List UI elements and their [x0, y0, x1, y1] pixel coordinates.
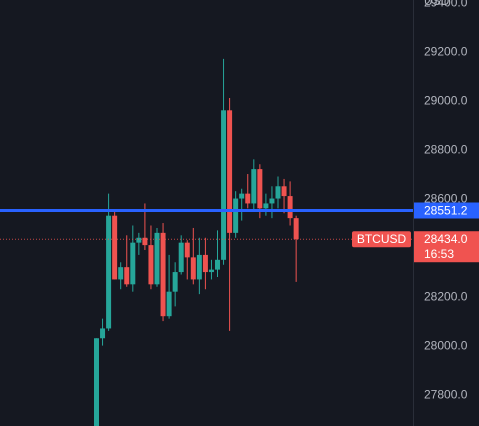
- candle-body: [227, 110, 233, 233]
- candle-up[interactable]: [251, 159, 257, 211]
- price-tick-label: 28200.0: [424, 290, 468, 304]
- candle-body: [239, 193, 245, 199]
- candle-up[interactable]: [178, 235, 184, 275]
- candle-body: [281, 186, 287, 197]
- candle-up[interactable]: [100, 318, 106, 346]
- horizontal-line-tag: [414, 202, 479, 219]
- candle-up[interactable]: [208, 259, 214, 280]
- candle-up[interactable]: [106, 193, 112, 331]
- candle-up[interactable]: [166, 254, 172, 319]
- candle-down[interactable]: [245, 174, 251, 209]
- candle-body: [251, 169, 257, 204]
- currency-label: USD: [424, 0, 450, 8]
- candle-body: [208, 269, 214, 273]
- candle-down[interactable]: [287, 181, 293, 226]
- last-price-tag: [414, 231, 479, 263]
- candle-up[interactable]: [136, 232, 142, 255]
- candle-down[interactable]: [148, 225, 154, 290]
- candle-body: [275, 186, 281, 199]
- candle-up[interactable]: [233, 191, 239, 238]
- candle-body: [160, 232, 166, 317]
- candle-body: [202, 254, 208, 273]
- candle-down[interactable]: [281, 178, 287, 214]
- candle-body: [245, 193, 251, 204]
- candle-body: [190, 257, 196, 280]
- price-tick-label: 29200.0: [424, 44, 468, 58]
- candle-body: [112, 215, 118, 280]
- candle-up[interactable]: [239, 188, 245, 221]
- candle-down[interactable]: [184, 240, 190, 280]
- candle-body: [257, 169, 263, 209]
- candle-up[interactable]: [172, 262, 178, 307]
- candle-body: [154, 232, 160, 285]
- candle-body: [100, 328, 106, 339]
- candle-down[interactable]: [202, 237, 208, 290]
- candle-body: [215, 259, 220, 270]
- candle-body: [178, 242, 184, 273]
- candle-body: [287, 196, 293, 219]
- candle-up[interactable]: [118, 262, 124, 290]
- candle-body: [221, 110, 227, 260]
- price-tick-label: 28800.0: [424, 143, 468, 157]
- candle-body: [293, 218, 299, 240]
- candle-down[interactable]: [112, 210, 118, 280]
- candle-body: [184, 242, 190, 258]
- candle-body: [166, 291, 172, 317]
- candle-body: [142, 237, 148, 246]
- candle-body: [196, 254, 202, 280]
- price-axis[interactable]: 29400.029200.029000.028800.028600.028400…: [424, 0, 468, 402]
- price-tick-label: 29000.0: [424, 93, 468, 107]
- bar-countdown: 16:53: [424, 247, 454, 261]
- symbol-tag[interactable]: [352, 231, 411, 248]
- candle-body: [148, 245, 154, 285]
- candle-down[interactable]: [160, 223, 166, 322]
- candle-up[interactable]: [94, 338, 99, 426]
- candle-body: [136, 237, 142, 243]
- candle-down[interactable]: [190, 227, 196, 285]
- horizontal-line-label: 28551.2: [424, 203, 468, 217]
- price-lines: BTCUSD 28434.016:53 28551.2: [0, 202, 479, 263]
- candle-up[interactable]: [269, 186, 275, 219]
- candle-up[interactable]: [221, 58, 227, 265]
- candle-up[interactable]: [263, 193, 269, 216]
- candle-series[interactable]: [94, 58, 299, 426]
- price-tick-label: 27800.0: [424, 388, 468, 402]
- candle-up[interactable]: [275, 176, 281, 209]
- candle-up[interactable]: [154, 227, 160, 287]
- candle-body: [130, 242, 136, 285]
- candle-up[interactable]: [196, 237, 202, 295]
- candle-up[interactable]: [215, 230, 220, 277]
- candle-down[interactable]: [293, 215, 299, 282]
- candle-body: [233, 198, 239, 233]
- candle-body: [118, 267, 124, 280]
- candle-body: [94, 338, 99, 426]
- candle-body: [106, 215, 112, 329]
- price-tick-label: 29400.0: [424, 0, 468, 9]
- candle-body: [124, 267, 130, 285]
- symbol-tag-label: BTCUSD: [357, 232, 407, 246]
- candle-up[interactable]: [130, 225, 136, 292]
- price-tick-label: 28000.0: [424, 339, 468, 353]
- candle-body: [172, 272, 178, 292]
- last-price-label: 28434.0: [424, 232, 468, 246]
- candle-down[interactable]: [124, 235, 130, 287]
- candle-body: [269, 198, 275, 204]
- price-tick-label: 28600.0: [424, 192, 468, 206]
- candle-body: [263, 203, 269, 209]
- candle-down[interactable]: [227, 98, 233, 331]
